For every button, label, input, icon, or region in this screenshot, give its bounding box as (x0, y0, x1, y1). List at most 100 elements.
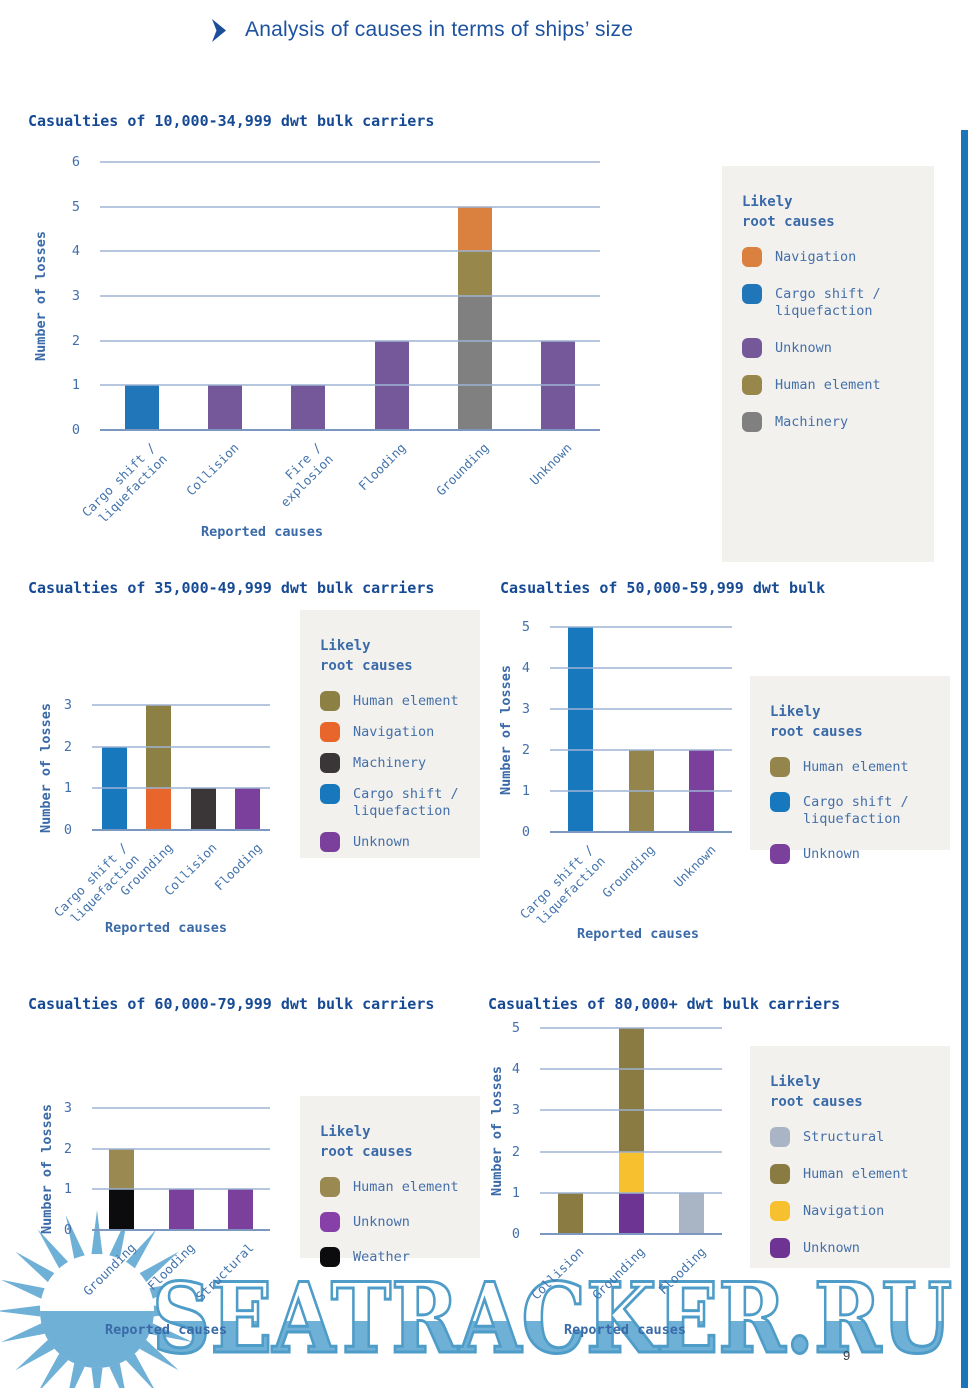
gridline (540, 1233, 722, 1235)
gridline (100, 250, 600, 253)
legend-item: Unknown (770, 1237, 932, 1258)
legend-item: Navigation (770, 1200, 932, 1221)
x-axis-label: Reported causes (577, 926, 699, 942)
y-axis-label: Number of losses (33, 230, 49, 362)
legend-label: Machinery (775, 413, 849, 430)
legend-item: Cargo shift / liquefaction (742, 283, 916, 321)
legend-label: Cargo shift / liquefaction (775, 285, 881, 320)
y-tick-label: 3 (63, 697, 72, 713)
plot-area (100, 161, 600, 431)
legend-label: Human element (775, 376, 881, 393)
legend-swatch (320, 752, 340, 773)
legend-panel: Likely root causes Human element Unknown We… (300, 1096, 480, 1267)
legend-item: Machinery (320, 752, 462, 773)
legend-panel: Likely root causes Human element Navigatio… (300, 610, 480, 858)
legend-item: Cargo shift / liquefaction (320, 783, 462, 821)
bar-segment-unknown (291, 385, 326, 430)
gridline (92, 829, 270, 831)
y-tick-label: 2 (71, 332, 80, 349)
bar-segment-machinery (190, 788, 216, 830)
legend-title: Likely root causes (770, 1074, 863, 1111)
y-tick-label: 2 (63, 738, 72, 755)
legend-label: Navigation (775, 248, 857, 265)
legend-item: Unknown (770, 843, 932, 864)
legend-swatch (770, 1237, 790, 1258)
y-tick-label: 2 (63, 1140, 72, 1157)
bar-segment-unknown (618, 1192, 644, 1234)
legend-title: Likely root causes (320, 638, 413, 675)
page-number: 9 (843, 1348, 851, 1363)
bar-segment-weather (109, 1189, 135, 1230)
page-header: Analysis of causes in terms of ships’ si… (212, 18, 633, 42)
y-tick-label: 0 (511, 1226, 520, 1242)
bar-segment-unknown (208, 385, 242, 430)
plot-area (550, 626, 732, 833)
x-axis-label: Reported causes (105, 920, 227, 936)
gridline (92, 787, 270, 790)
y-tick-label: 3 (521, 701, 530, 717)
legend-item: Unknown (320, 1211, 462, 1232)
bar-segment-cargo-shift-liquefaction (567, 627, 593, 832)
gridline (92, 1107, 270, 1109)
legend-label: Human element (353, 692, 459, 709)
bar-segment-cargo-shift-liquefaction (124, 385, 159, 430)
gridline (100, 295, 600, 297)
gridline (550, 749, 732, 751)
gridline (100, 339, 600, 342)
y-tick-label: 5 (521, 619, 530, 635)
legend-item: Human element (742, 374, 916, 395)
legend-label: Human element (803, 758, 909, 775)
sun-logo-icon (0, 1210, 198, 1388)
bar-segment-structural (679, 1192, 705, 1234)
gridline (540, 1068, 722, 1071)
gridline (100, 429, 600, 431)
legend-title: Likely root causes (320, 1124, 413, 1161)
x-axis-label: Reported causes (105, 1322, 227, 1338)
bar-segment-navigation (146, 788, 172, 830)
watermark-text: SEATRACKER.RU (152, 1262, 952, 1375)
legend-swatch (320, 690, 340, 711)
legend-swatch (770, 756, 790, 777)
y-tick-label: 3 (63, 1100, 72, 1116)
chart-title: Casualties of 10,000-34,999 dwt bulk car… (28, 112, 435, 130)
legend-swatch (320, 721, 340, 742)
legend-label: Weather (353, 1248, 410, 1265)
bar-segment-human-element (458, 251, 492, 296)
arrow-right-icon (212, 18, 226, 42)
gridline (550, 667, 732, 669)
legend-swatch (770, 843, 790, 864)
y-axis-label: Number of losses (498, 664, 514, 795)
plot-area (92, 704, 270, 831)
y-tick-label: 1 (511, 1184, 520, 1201)
gridline (550, 708, 732, 710)
bar-segment-navigation (618, 1151, 644, 1193)
legend-label: Cargo shift / liquefaction (803, 793, 909, 828)
legend-label: Unknown (803, 845, 860, 862)
y-tick-label: 0 (521, 824, 530, 840)
legend-item: Unknown (742, 337, 916, 358)
legend-swatch (742, 411, 762, 432)
legend-swatch (320, 831, 340, 852)
legend-label: Human element (803, 1165, 909, 1182)
gridline (92, 1229, 270, 1231)
y-tick-label: 6 (71, 154, 80, 170)
chart-title: Casualties of 50,000-59,999 dwt bulk (500, 579, 826, 597)
gridline (92, 745, 270, 748)
bar-segment-human-element (109, 1148, 135, 1190)
legend-label: Human element (353, 1178, 459, 1195)
y-tick-label: 4 (71, 243, 80, 260)
y-tick-label: 5 (511, 1020, 520, 1036)
legend-item: Human element (770, 756, 932, 777)
chart-title: Casualties of 80,000+ dwt bulk carriers (488, 995, 841, 1013)
legend-swatch (320, 1176, 340, 1197)
legend-title: Likely root causes (770, 704, 863, 741)
y-axis-label: Number of losses (38, 702, 54, 833)
legend-label: Structural (803, 1128, 885, 1145)
legend-item: Cargo shift / liquefaction (770, 791, 932, 829)
bar-segment-machinery (458, 296, 492, 430)
legend-panel: Likely root causes Human element Cargo shi… (750, 676, 950, 864)
y-tick-label: 0 (63, 1222, 72, 1238)
y-axis-label: Number of losses (489, 1065, 505, 1197)
gridline (92, 1147, 270, 1150)
